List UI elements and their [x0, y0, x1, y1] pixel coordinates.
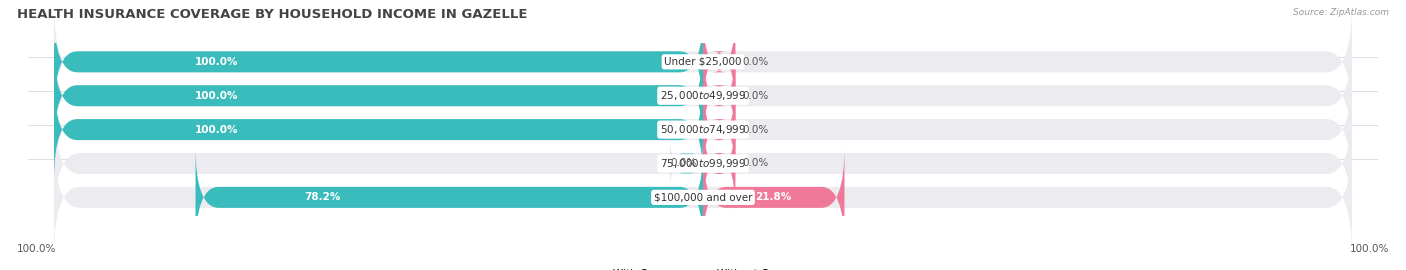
Text: 0.0%: 0.0%: [742, 158, 768, 168]
Text: 100.0%: 100.0%: [1350, 244, 1389, 254]
FancyBboxPatch shape: [703, 113, 735, 214]
Text: $25,000 to $49,999: $25,000 to $49,999: [659, 89, 747, 102]
Text: 100.0%: 100.0%: [194, 57, 238, 67]
FancyBboxPatch shape: [703, 45, 735, 146]
FancyBboxPatch shape: [703, 147, 845, 248]
FancyBboxPatch shape: [671, 140, 703, 187]
FancyBboxPatch shape: [195, 147, 703, 248]
Text: $75,000 to $99,999: $75,000 to $99,999: [659, 157, 747, 170]
FancyBboxPatch shape: [53, 106, 1353, 221]
FancyBboxPatch shape: [703, 11, 735, 112]
Text: 100.0%: 100.0%: [17, 244, 56, 254]
Text: 0.0%: 0.0%: [742, 124, 768, 135]
Text: 100.0%: 100.0%: [194, 124, 238, 135]
FancyBboxPatch shape: [53, 38, 1353, 153]
FancyBboxPatch shape: [53, 11, 703, 112]
FancyBboxPatch shape: [53, 72, 1353, 187]
FancyBboxPatch shape: [53, 79, 703, 180]
Text: 100.0%: 100.0%: [194, 91, 238, 101]
Text: Under $25,000: Under $25,000: [664, 57, 742, 67]
FancyBboxPatch shape: [703, 79, 735, 180]
Text: 0.0%: 0.0%: [742, 57, 768, 67]
Text: $100,000 and over: $100,000 and over: [654, 192, 752, 202]
Text: $50,000 to $74,999: $50,000 to $74,999: [659, 123, 747, 136]
FancyBboxPatch shape: [53, 45, 703, 146]
FancyBboxPatch shape: [53, 5, 1353, 119]
Legend: With Coverage, Without Coverage: With Coverage, Without Coverage: [591, 265, 815, 270]
FancyBboxPatch shape: [53, 140, 1353, 255]
Text: 0.0%: 0.0%: [742, 91, 768, 101]
Text: 0.0%: 0.0%: [671, 158, 696, 168]
Text: HEALTH INSURANCE COVERAGE BY HOUSEHOLD INCOME IN GAZELLE: HEALTH INSURANCE COVERAGE BY HOUSEHOLD I…: [17, 8, 527, 21]
Text: 21.8%: 21.8%: [755, 192, 792, 202]
Text: 78.2%: 78.2%: [304, 192, 340, 202]
Text: Source: ZipAtlas.com: Source: ZipAtlas.com: [1294, 8, 1389, 17]
